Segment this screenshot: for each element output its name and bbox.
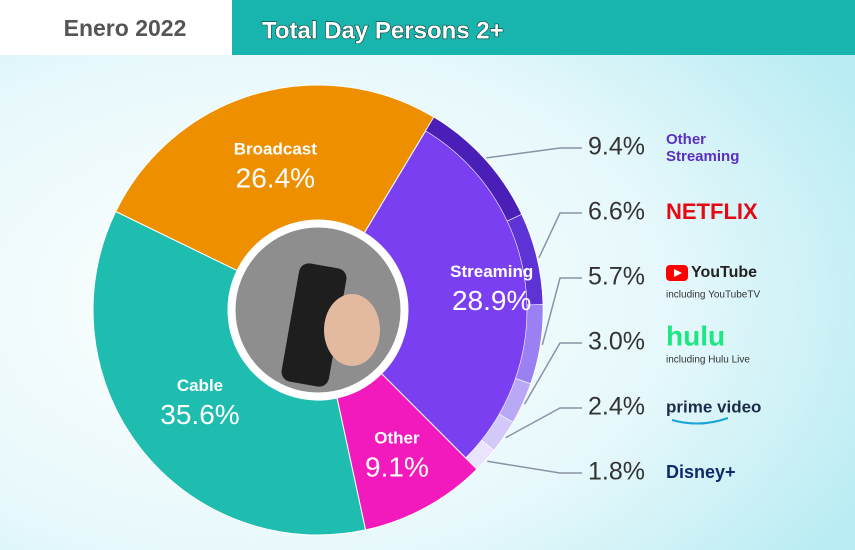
slice [115,84,435,272]
streaming-value: 9.4% [588,133,645,161]
chart-title: Total Day Persons 2+ [262,17,504,44]
slice-label: Cable [177,376,223,395]
connector [538,212,582,259]
pie [92,84,544,536]
streaming-label: Disney+ [666,462,736,482]
streaming-label: prime video [666,397,761,416]
title-bar [232,0,855,55]
streaming-value: 5.7% [588,263,645,291]
streaming-label: hulu [666,320,725,351]
streaming-label: NETFLIX [666,199,758,224]
streaming-label: YouTube [691,264,757,281]
streaming-value: 1.8% [588,458,645,486]
slice [92,210,367,536]
connector [505,407,582,439]
youtube-play [674,269,682,277]
streaming-label: Other Streaming [666,131,739,165]
connector [486,147,582,159]
slice-label: Other [374,428,420,447]
date-box [0,0,232,55]
streaming-value: 3.0% [588,328,645,356]
streaming-sublabel: including Hulu Live [666,355,750,366]
streaming-value: 2.4% [588,393,645,421]
streaming-value: 6.6% [588,198,645,226]
slice-label: Broadcast [234,140,317,159]
connector [487,460,582,474]
date: Enero 2022 [64,15,187,41]
slice-value: 9.1% [365,451,429,482]
center-photo [228,220,408,400]
connector [541,277,582,346]
slice-value: 28.9% [452,285,531,316]
slice-value: 26.4% [236,163,315,194]
prime-smile [671,417,729,425]
connector [523,342,582,405]
streaming-sublabel: including YouTubeTV [666,290,760,301]
slice-value: 35.6% [160,399,239,430]
streaming-segment [465,439,495,470]
slice-label: Streaming [450,262,533,281]
